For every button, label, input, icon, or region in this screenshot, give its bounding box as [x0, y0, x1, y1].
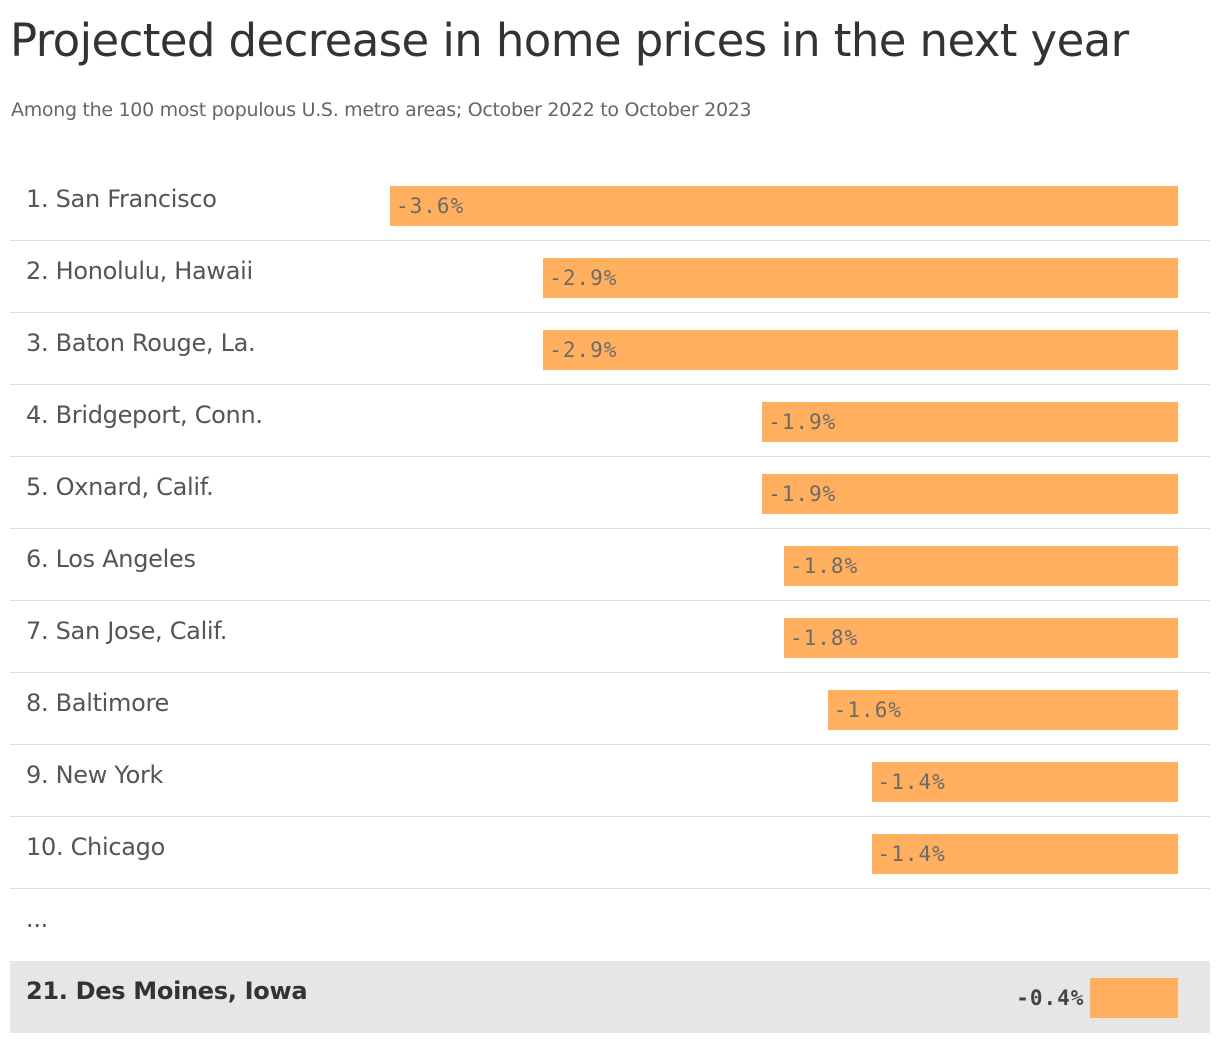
value-label: -3.6% [396, 194, 465, 218]
category-label: 3. Baton Rouge, La. [26, 329, 256, 357]
value-label: -1.4% [877, 842, 946, 866]
bar [762, 474, 1178, 514]
bar [871, 762, 1178, 802]
chart-title: Projected decrease in home prices in the… [10, 14, 1129, 67]
value-label: -2.9% [549, 338, 618, 362]
bar [762, 402, 1178, 442]
value-label: -1.4% [877, 770, 946, 794]
chart-row: ... [10, 889, 1210, 961]
bar [827, 690, 1178, 730]
bar [1090, 978, 1178, 1018]
chart-subtitle: Among the 100 most populous U.S. metro a… [11, 99, 752, 121]
value-label: -1.8% [790, 626, 859, 650]
chart-row: 4. Bridgeport, Conn. -1.9% [10, 385, 1210, 457]
category-label: 10. Chicago [26, 833, 165, 861]
chart-row: 8. Baltimore -1.6% [10, 673, 1210, 745]
category-label: 2. Honolulu, Hawaii [26, 257, 253, 285]
category-label: 7. San Jose, Calif. [26, 617, 228, 645]
category-label: 4. Bridgeport, Conn. [26, 401, 263, 429]
bar [784, 618, 1178, 658]
chart-row: 2. Honolulu, Hawaii -2.9% [10, 241, 1210, 313]
value-label: -1.8% [790, 554, 859, 578]
category-label: 9. New York [26, 761, 164, 789]
category-label: ... [26, 905, 48, 933]
chart-row: 5. Oxnard, Calif. -1.9% [10, 457, 1210, 529]
bar [784, 546, 1178, 586]
bar [390, 186, 1178, 226]
bar-chart: 1. San Francisco -3.6% 2. Honolulu, Hawaii… [10, 169, 1210, 1033]
bar [543, 258, 1178, 298]
chart-row: 9. New York -1.4% [10, 745, 1210, 817]
value-label: -0.4% [1016, 986, 1085, 1010]
category-label: 21. Des Moines, Iowa [26, 977, 308, 1005]
category-label: 8. Baltimore [26, 689, 170, 717]
chart-row: 7. San Jose, Calif. -1.8% [10, 601, 1210, 673]
value-label: -2.9% [549, 266, 618, 290]
chart-row: 6. Los Angeles -1.8% [10, 529, 1210, 601]
bar [543, 330, 1178, 370]
chart-row: 21. Des Moines, Iowa -0.4% [10, 961, 1210, 1033]
category-label: 6. Los Angeles [26, 545, 196, 573]
chart-row: 1. San Francisco -3.6% [10, 169, 1210, 241]
value-label: -1.6% [833, 698, 902, 722]
chart-row: 3. Baton Rouge, La. -2.9% [10, 313, 1210, 385]
value-label: -1.9% [768, 482, 837, 506]
bar [871, 834, 1178, 874]
chart-row: 10. Chicago -1.4% [10, 817, 1210, 889]
value-label: -1.9% [768, 410, 837, 434]
category-label: 5. Oxnard, Calif. [26, 473, 214, 501]
category-label: 1. San Francisco [26, 185, 217, 213]
